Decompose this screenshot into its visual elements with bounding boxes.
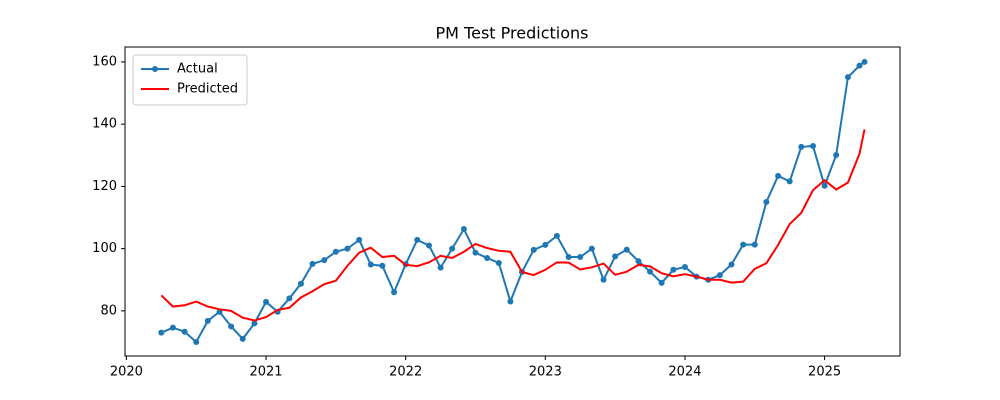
- y-tick-label: 100: [92, 241, 117, 256]
- point: [530, 246, 537, 253]
- point: [495, 259, 502, 266]
- point: [635, 258, 642, 265]
- point: [798, 143, 805, 150]
- point: [565, 254, 572, 261]
- chart-title: PM Test Predictions: [436, 24, 589, 43]
- point: [670, 266, 677, 273]
- point: [786, 178, 793, 185]
- point: [344, 245, 351, 252]
- point: [169, 324, 176, 331]
- point: [309, 260, 316, 267]
- point: [379, 262, 386, 269]
- point: [367, 261, 374, 268]
- point: [193, 338, 200, 345]
- point: [844, 74, 851, 81]
- series-line: [160, 129, 866, 322]
- point: [542, 241, 549, 248]
- point: [414, 236, 421, 243]
- point: [391, 289, 398, 296]
- point: [763, 198, 770, 205]
- point: [204, 317, 211, 324]
- point: [600, 276, 607, 283]
- point: [472, 249, 479, 256]
- x-tick-label: 2025: [808, 365, 841, 380]
- x-tick-label: 2024: [668, 365, 701, 380]
- point: [286, 295, 293, 302]
- point: [623, 246, 630, 253]
- point: [861, 58, 868, 65]
- point: [588, 245, 595, 252]
- point: [681, 264, 688, 271]
- point: [821, 182, 828, 189]
- x-tick-label: 2023: [529, 365, 562, 380]
- point: [740, 241, 747, 248]
- point: [263, 298, 270, 305]
- x-tick-label: 2021: [249, 365, 282, 380]
- point: [775, 172, 782, 179]
- point: [251, 320, 258, 327]
- legend-box: [132, 54, 248, 106]
- legend-marker: [152, 66, 158, 72]
- y-tick-label: 140: [92, 117, 117, 132]
- point: [728, 261, 735, 268]
- point: [321, 257, 328, 264]
- x-tick-label: 2022: [389, 365, 422, 380]
- point: [158, 329, 165, 336]
- x-tick-label: 2020: [110, 365, 143, 380]
- point: [833, 151, 840, 158]
- y-tick-label: 160: [92, 54, 117, 69]
- point: [228, 323, 235, 330]
- point: [810, 142, 817, 149]
- point: [658, 279, 665, 286]
- point: [856, 62, 863, 69]
- point: [437, 264, 444, 271]
- point: [460, 226, 467, 233]
- legend-label: Actual: [177, 62, 218, 77]
- point: [647, 268, 654, 275]
- point: [297, 280, 304, 287]
- point: [484, 254, 491, 261]
- point: [332, 248, 339, 255]
- point: [577, 254, 584, 261]
- point: [507, 298, 514, 305]
- point: [425, 242, 432, 249]
- legend: Actual Predicted: [132, 54, 248, 106]
- legend-label: Predicted: [177, 82, 238, 97]
- y-tick-label: 80: [100, 303, 117, 318]
- plot-frame: [124, 46, 901, 357]
- point: [716, 272, 723, 279]
- point: [612, 253, 619, 260]
- point: [181, 328, 188, 335]
- point: [751, 241, 758, 248]
- point: [553, 232, 560, 239]
- y-tick-label: 120: [92, 179, 117, 194]
- point: [449, 245, 456, 252]
- point: [356, 236, 363, 243]
- point: [239, 335, 246, 342]
